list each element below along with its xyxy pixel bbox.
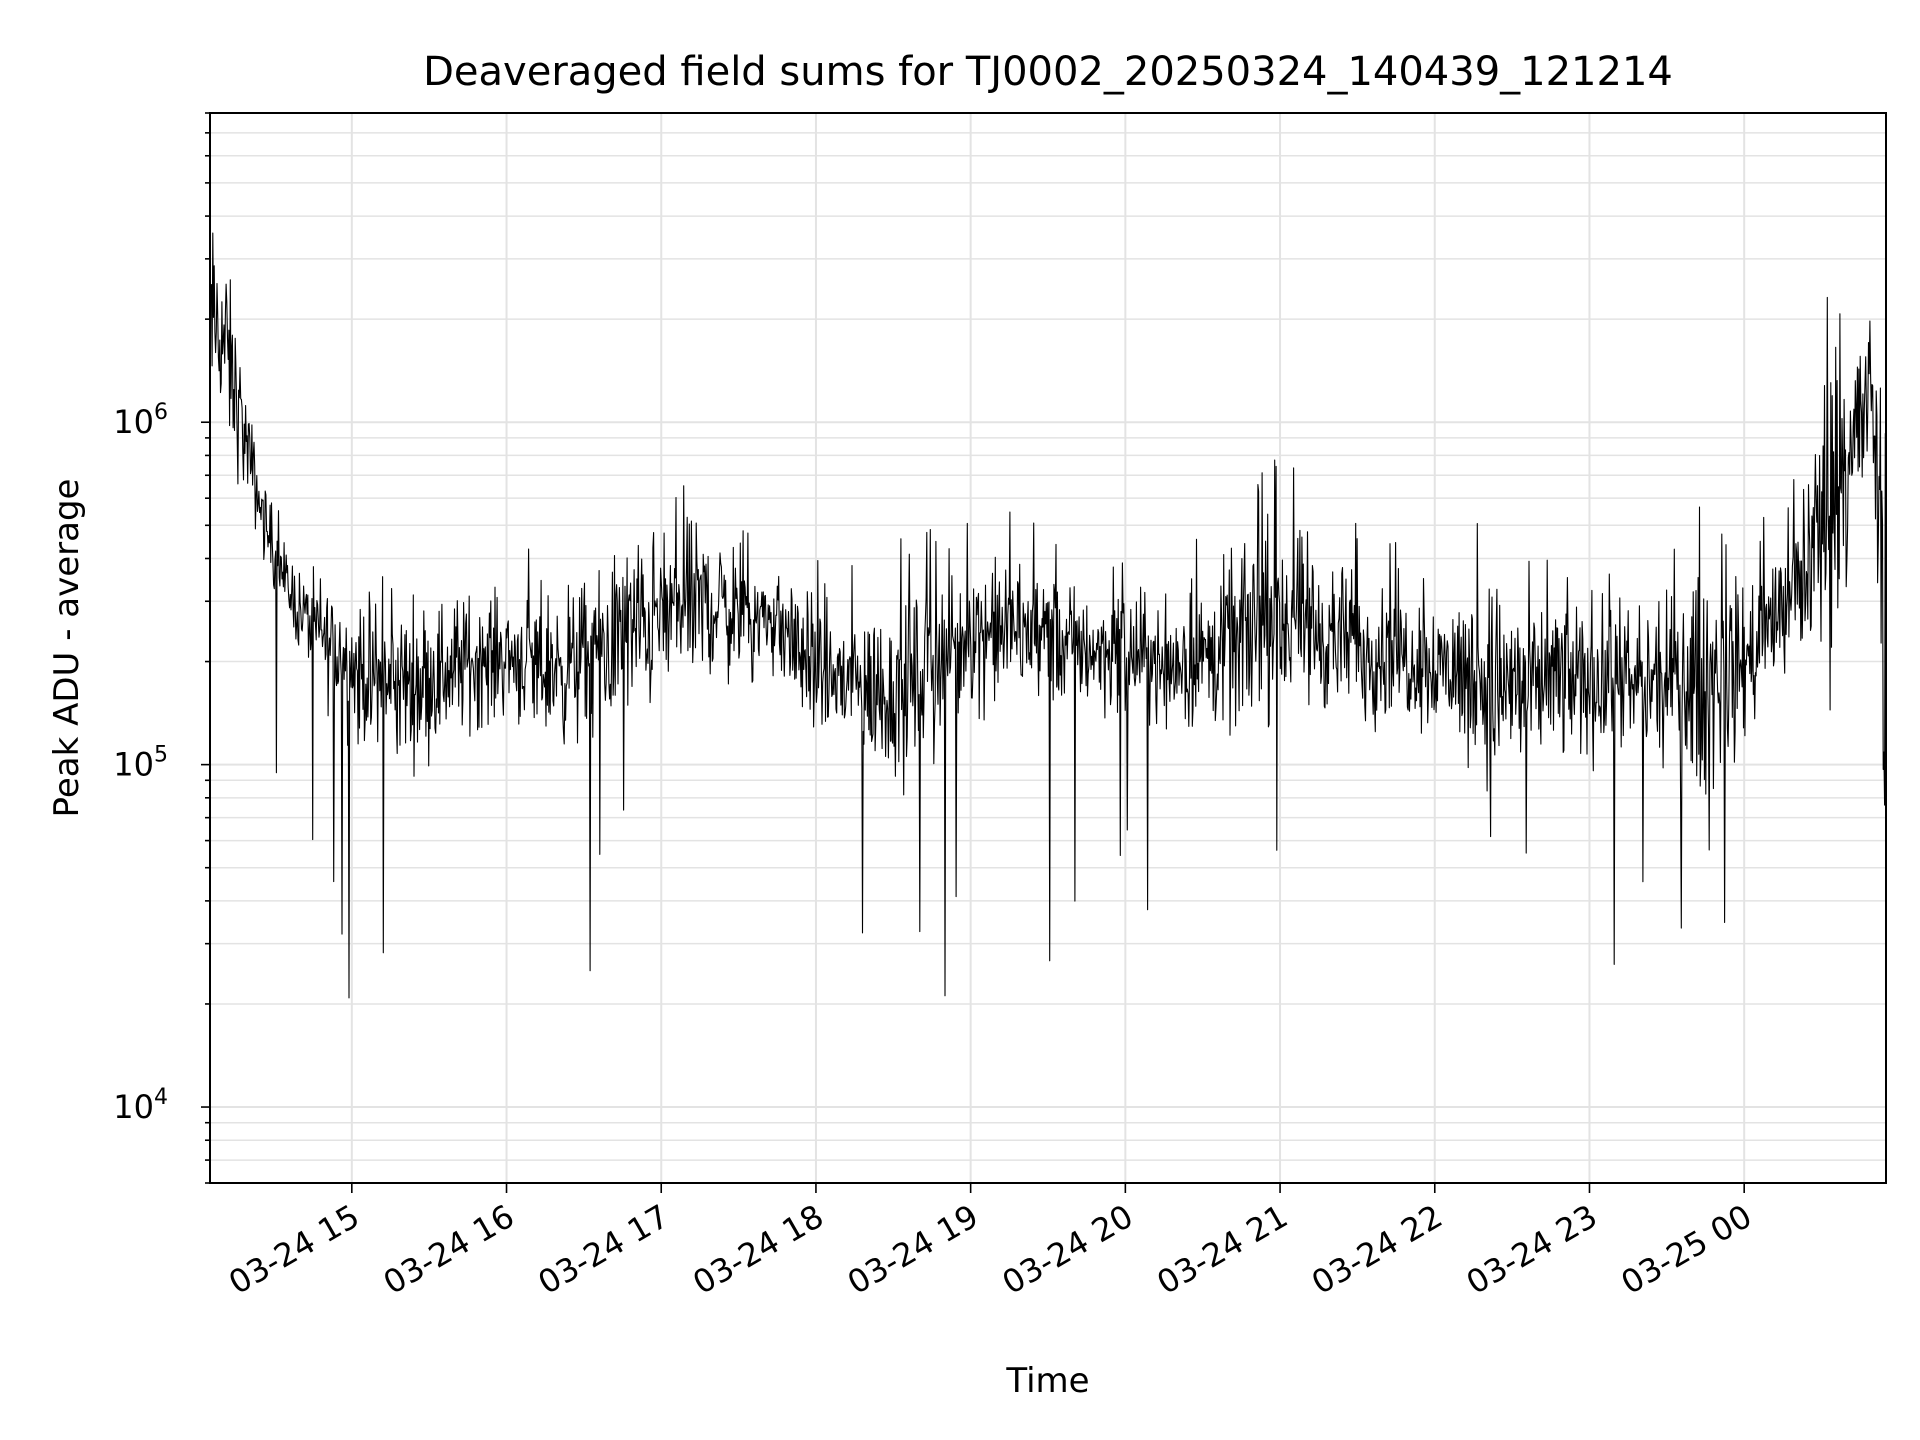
- x-tick-label: 03-24 21: [1150, 1197, 1294, 1302]
- x-tick-label: 03-24 16: [377, 1197, 521, 1302]
- x-axis-label: Time: [1005, 1361, 1089, 1401]
- x-tick-label: 03-24 18: [686, 1197, 830, 1302]
- chart-title: Deaveraged field sums for TJ0002_2025032…: [423, 49, 1673, 95]
- y-tick-label: 106: [113, 400, 168, 441]
- grid: [210, 112, 1886, 1184]
- y-tick-label: 105: [113, 743, 168, 784]
- x-tick-label: 03-25 00: [1615, 1197, 1759, 1302]
- x-tick-label: 03-24 22: [1305, 1197, 1449, 1302]
- data-series: [209, 232, 1887, 999]
- x-tick-label: 03-24 19: [841, 1197, 985, 1302]
- y-tick-label: 104: [113, 1085, 168, 1126]
- x-tick-label: 03-24 23: [1460, 1197, 1604, 1302]
- x-tick-label: 03-24 20: [996, 1197, 1140, 1302]
- series-line: [209, 232, 1887, 999]
- plot-frame: [209, 112, 1887, 1184]
- y-axis-label: Peak ADU - average: [47, 479, 87, 818]
- x-tick-label: 03-24 17: [532, 1197, 676, 1302]
- x-tick-label: 03-24 15: [222, 1197, 366, 1302]
